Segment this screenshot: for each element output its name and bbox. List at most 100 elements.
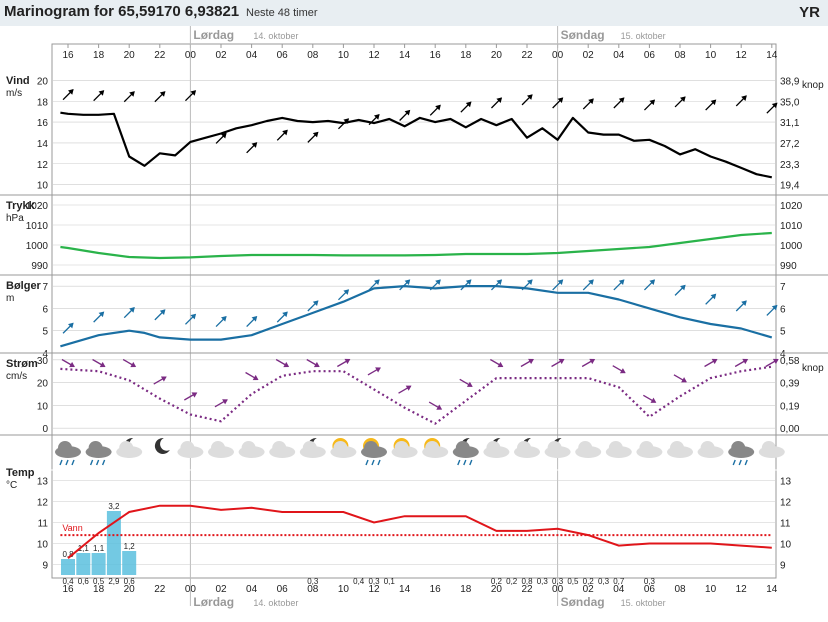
cloud-icon [697, 441, 724, 458]
hour-tick-top: 16 [430, 50, 442, 61]
direction-arrow [154, 309, 166, 321]
y-tick-left: 1020 [26, 201, 49, 212]
arrow-head [159, 309, 166, 315]
y-tick-left: 12 [37, 498, 49, 509]
day-date-top: 15. oktober [621, 31, 666, 41]
arrow-head [741, 95, 747, 101]
y-tick-right: 13 [780, 477, 792, 488]
direction-arrow [306, 358, 320, 368]
direction-arrow [674, 96, 686, 108]
y-tick-right: 5 [780, 327, 786, 338]
direction-arrow [521, 94, 533, 106]
direction-arrow [215, 315, 227, 328]
precip-value-label: 0,3 [552, 577, 564, 586]
direction-arrow [582, 98, 594, 110]
right-unit: knop [802, 363, 824, 374]
arrow-head [221, 132, 227, 139]
hour-tick-bottom: 12 [736, 584, 748, 595]
panel-title: Vind [6, 75, 30, 87]
rain-cloud-icon [55, 441, 81, 466]
cloud-rain-icon [728, 441, 755, 466]
hour-tick-top: 02 [215, 50, 227, 61]
y-tick-left: 4 [42, 349, 48, 360]
yr-logo[interactable]: YR [799, 4, 820, 21]
precip-bar-label: 1,1 [78, 544, 90, 553]
arrow-head [343, 289, 350, 295]
arrow-head [160, 376, 167, 382]
rain-drop [71, 459, 75, 466]
precip-bar [61, 559, 75, 575]
direction-arrow [734, 358, 749, 368]
cloud-puff [486, 441, 501, 455]
y-tick-right: 0,39 [780, 379, 800, 390]
arrow-head [221, 315, 227, 322]
y-tick-right: 19,4 [780, 181, 800, 192]
direction-arrow [521, 279, 533, 291]
direction-arrow [766, 304, 778, 316]
precip-value-label: 0,3 [644, 577, 656, 586]
direction-arrow [307, 131, 319, 143]
arrow-head [497, 361, 504, 368]
arrow-head [711, 358, 718, 365]
series-line-waves [60, 285, 773, 348]
y-tick-right: 9 [780, 561, 786, 572]
y-tick-left: 990 [31, 261, 48, 272]
direction-arrow [582, 279, 594, 291]
hour-tick-top: 08 [674, 50, 686, 61]
arrow-head [772, 358, 779, 365]
y-tick-right: 35,0 [780, 97, 800, 108]
precip-value-label: 0,5 [93, 577, 105, 586]
cloud-icon [636, 441, 663, 458]
arrow-head [435, 279, 441, 285]
cloud-moon-icon [483, 437, 510, 458]
direction-arrow [552, 97, 564, 109]
arrow-head [129, 307, 135, 313]
precip-bar [122, 551, 137, 575]
arrow-head [375, 367, 381, 373]
direction-arrow [643, 279, 656, 291]
arrow-head [190, 90, 197, 96]
rain-drop [744, 459, 748, 466]
arrow-head [313, 361, 320, 368]
day-label-bottom: Søndag [561, 595, 605, 609]
page-title: Marinogram for 65,59170 6,93821 [4, 3, 240, 20]
y-tick-left: 10 [37, 181, 49, 192]
y-tick-left: 12 [37, 160, 49, 171]
cloud-icon [269, 441, 296, 458]
precip-value-label: 0,8 [521, 577, 533, 586]
panel-unit: cm/s [6, 371, 27, 382]
precip-value-label: 0,3 [598, 577, 610, 586]
rain-drop [65, 459, 69, 466]
y-tick-left: 20 [37, 379, 49, 390]
direction-arrow [765, 358, 779, 368]
day-label-bottom: Lørdag [193, 595, 234, 609]
hour-tick-top: 18 [460, 50, 472, 61]
hour-tick-bottom: 06 [277, 584, 289, 595]
arrow-head [405, 385, 412, 391]
y-tick-left: 1010 [26, 221, 49, 232]
arrow-head [527, 94, 533, 100]
hour-tick-bottom: 18 [93, 584, 105, 595]
direction-arrow [735, 300, 747, 312]
direction-arrow [399, 279, 411, 291]
arrow-head [710, 99, 717, 106]
cloud-puff [731, 441, 746, 455]
arrow-head [588, 279, 594, 285]
hour-tick-top: 04 [613, 50, 625, 61]
direction-arrow [735, 95, 747, 107]
cloud-moon-icon [514, 437, 540, 458]
cloud-puff [761, 441, 776, 455]
cloud-puff [608, 441, 623, 455]
direction-arrow [276, 129, 288, 141]
hour-tick-bottom: 06 [644, 584, 656, 595]
arrow-head [252, 374, 259, 381]
hour-tick-bottom: 18 [460, 584, 472, 595]
y-tick-left: 10 [37, 540, 49, 551]
cloud-puff [364, 441, 378, 455]
hour-tick-bottom: 04 [613, 584, 625, 595]
arrow-head [465, 279, 472, 285]
hour-tick-top: 22 [154, 50, 166, 61]
arrow-head [404, 109, 411, 116]
direction-arrow [184, 90, 197, 102]
